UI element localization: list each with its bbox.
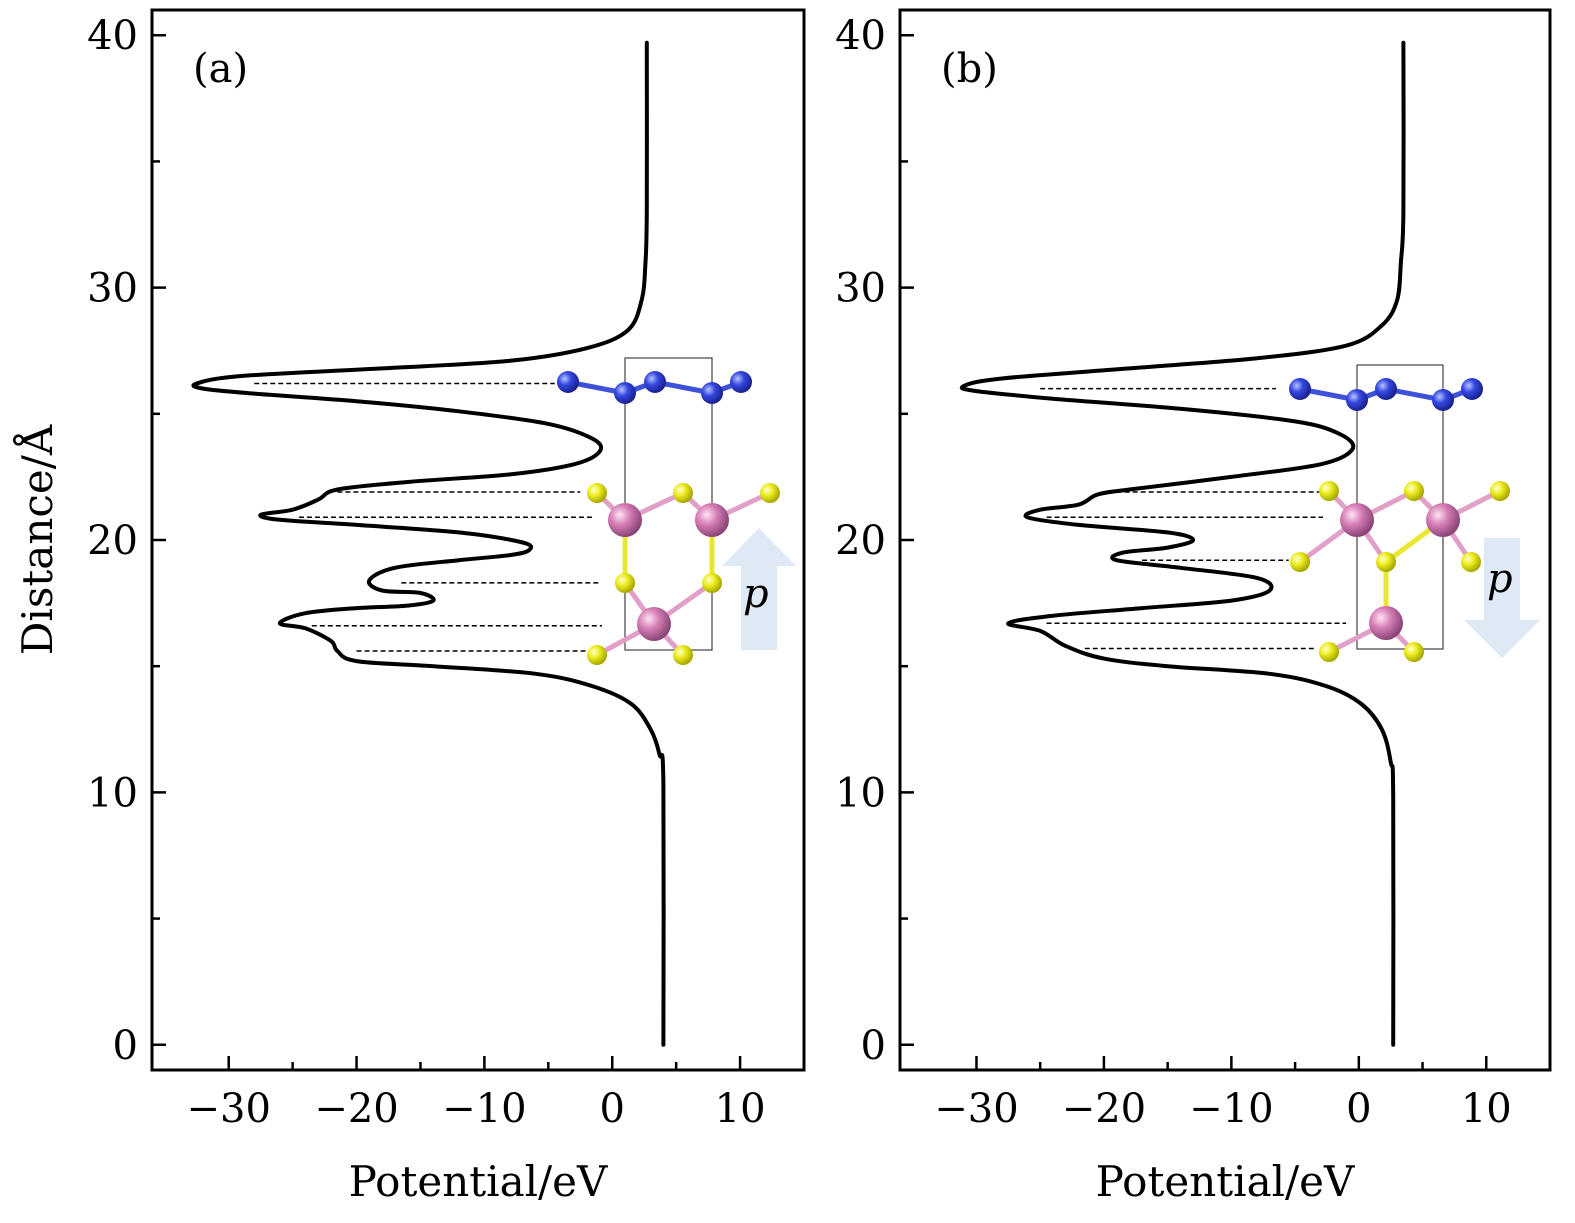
y-tick-label: 20: [835, 518, 886, 564]
sulfur-atom: [760, 483, 780, 503]
panel-b-guide-lines: [1040, 387, 1347, 650]
nitrogen-atom: [557, 371, 579, 393]
x-tick-label: −20: [1062, 1086, 1146, 1132]
panel-a-polarization-label: p: [743, 571, 769, 617]
panel-b-frame: [898, 8, 1552, 1072]
panel-b-polarization-label: p: [1487, 556, 1513, 602]
panel-b: −30 −20 −10 0 10 0 10 20 30 40: [835, 8, 1552, 1206]
y-tick-label: 40: [835, 13, 886, 59]
x-tick-label: −10: [442, 1086, 526, 1132]
sulfur-atom: [615, 573, 635, 593]
x-tick-label: −30: [186, 1086, 270, 1132]
sulfur-atom: [673, 483, 693, 503]
polarization-arrow-up: [722, 528, 796, 650]
panel-b-nitrogen-layer: [1289, 378, 1483, 411]
sulfur-atom: [1461, 552, 1481, 572]
panel-b-label: (b): [941, 46, 998, 92]
y-tick-label: 30: [87, 266, 138, 312]
x-tick-label: 0: [1346, 1086, 1371, 1132]
panel-a-frame: [150, 8, 806, 1072]
metal-atom: [637, 607, 671, 641]
panel-b-metal-atoms: [1340, 503, 1460, 640]
panel-a-y-axis-label: Distance/Å: [12, 424, 62, 655]
polarization-arrow-down: [1464, 538, 1540, 658]
nitrogen-atom: [1289, 378, 1311, 400]
nitrogen-atom: [1346, 389, 1368, 411]
metal-atom: [608, 503, 642, 537]
panel-a-label: (a): [193, 46, 248, 92]
y-tick-label: 0: [113, 1023, 138, 1069]
panel-b-ticks: −30 −20 −10 0 10 0 10 20 30 40: [835, 13, 1512, 1132]
panel-a-bonds: [567, 379, 772, 658]
x-tick-label: 10: [1461, 1086, 1512, 1132]
sulfur-atom: [1319, 481, 1339, 501]
panel-a-x-axis-label: Potential/eV: [349, 1157, 608, 1206]
nitrogen-atom: [1461, 378, 1483, 400]
x-tick-label: −20: [314, 1086, 398, 1132]
panel-a-guide-lines: [254, 382, 603, 652]
panel-a-metal-atoms: [608, 503, 729, 641]
y-tick-label: 10: [835, 770, 886, 816]
panel-a-structure-inset: p: [557, 357, 796, 665]
y-tick-label: 0: [861, 1023, 886, 1069]
x-tick-label: −10: [1189, 1086, 1273, 1132]
y-tick-label: 40: [87, 13, 138, 59]
sulfur-atom: [1290, 552, 1310, 572]
nitrogen-atom: [1432, 389, 1454, 411]
x-tick-label: 0: [600, 1086, 625, 1132]
panel-b-structure-inset: p: [1289, 364, 1540, 662]
nitrogen-atom: [730, 371, 752, 393]
panel-a-unit-cell: [624, 357, 713, 651]
panel-a: −30 −20 −10 0 10 0 10 20 30 40: [12, 8, 806, 1206]
y-tick-label: 20: [87, 518, 138, 564]
nitrogen-atom: [701, 382, 723, 404]
y-tick-label: 30: [835, 266, 886, 312]
sulfur-atom: [1490, 481, 1510, 501]
sulfur-atom: [702, 573, 722, 593]
sulfur-atom: [1404, 642, 1424, 662]
nitrogen-atom: [1375, 378, 1397, 400]
metal-atom: [1340, 503, 1374, 537]
panel-b-sulfur-atoms: [1290, 481, 1510, 662]
panel-b-x-axis-label: Potential/eV: [1096, 1157, 1355, 1206]
panel-b-potential-curve: [959, 40, 1406, 1047]
nitrogen-atom: [614, 382, 636, 404]
metal-atom: [695, 503, 729, 537]
panel-a-nitrogen-layer: [557, 371, 752, 404]
sulfur-atom: [1404, 481, 1424, 501]
y-tick-label: 10: [87, 770, 138, 816]
sulfur-atom: [587, 645, 607, 665]
panel-a-sulfur-atoms: [587, 483, 780, 665]
metal-atom: [1426, 503, 1460, 537]
sulfur-atom: [587, 483, 607, 503]
sulfur-atom: [673, 645, 693, 665]
x-tick-label: 10: [715, 1086, 766, 1132]
x-tick-label: −30: [934, 1086, 1018, 1132]
panel-a-potential-curve: [191, 40, 666, 1047]
nitrogen-atom: [644, 371, 666, 393]
panel-a-ticks: −30 −20 −10 0 10 0 10 20 30 40: [87, 13, 765, 1132]
metal-atom: [1369, 606, 1403, 640]
sulfur-atom: [1319, 642, 1339, 662]
sulfur-atom: [1376, 552, 1396, 572]
